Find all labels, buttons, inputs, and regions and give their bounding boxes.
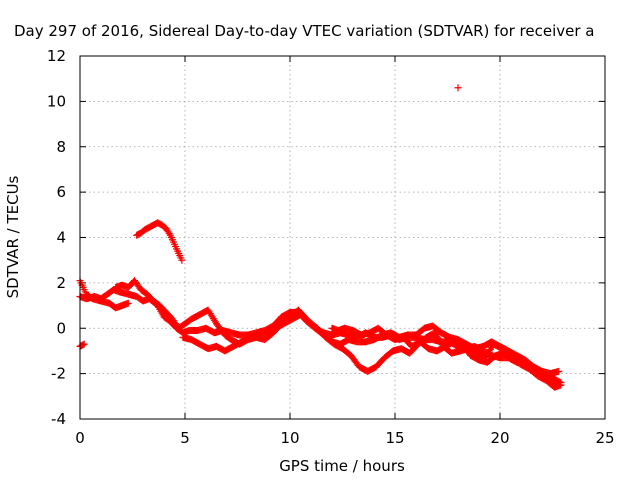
x-tick-label: 20 [490,429,509,447]
data-point [454,84,462,92]
axis-ticks: 0 5 10 15 20 25 -4 -2 0 2 4 6 8 10 12 [47,47,615,447]
chart-title: Day 297 of 2016, Sidereal Day-to-day VTE… [14,22,595,40]
data-point [165,230,173,238]
data-point [178,256,186,264]
y-tick-label: 0 [56,319,66,337]
x-tick-label: 5 [180,429,190,447]
data-series [76,84,565,391]
x-tick-label: 15 [385,429,404,447]
plot-frame [79,55,606,420]
y-tick-label: 10 [47,92,66,110]
y-tick-label: 8 [56,138,66,156]
y-tick-label: 2 [56,274,66,292]
x-tick-label: 10 [280,429,299,447]
grid [80,56,605,419]
y-axis-label: SDTVAR / TECUs [4,175,22,298]
y-tick-label: 6 [56,183,66,201]
y-tick-label: -4 [51,410,66,428]
x-tick-label: 0 [75,429,85,447]
y-tick-label: 12 [47,47,66,65]
data-point [557,381,565,389]
data-point [124,299,132,307]
x-tick-label: 25 [595,429,614,447]
y-tick-label: 4 [56,229,66,247]
data-point [555,367,563,375]
x-axis-label: GPS time / hours [279,457,405,475]
y-tick-label: -2 [51,365,66,383]
data-point [80,340,88,348]
